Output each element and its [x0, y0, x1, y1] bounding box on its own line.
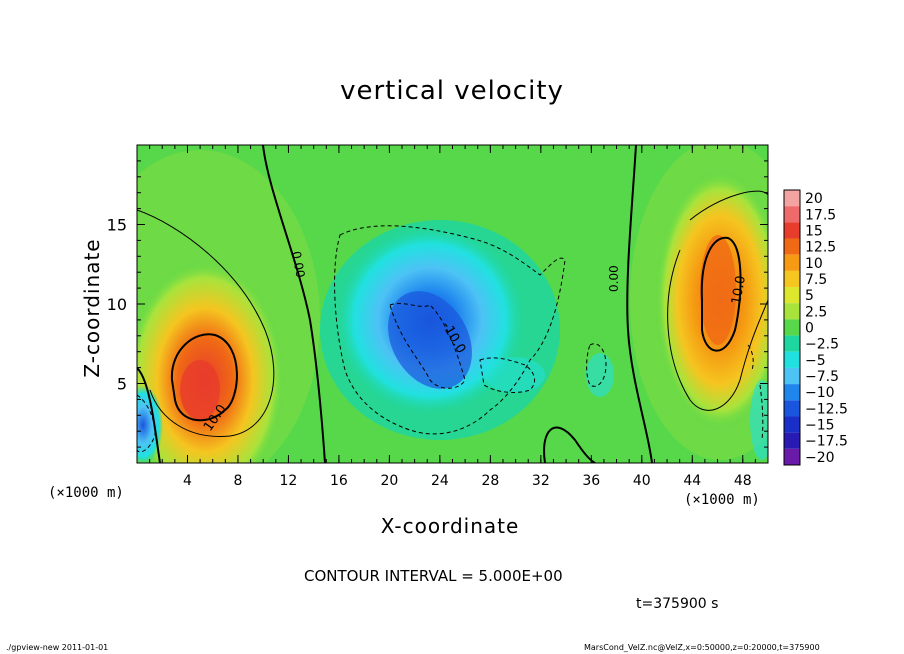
colorbar-label: 5 [805, 288, 814, 304]
x-tick-label: 12 [280, 473, 298, 489]
colorbar-label: −12.5 [805, 401, 848, 417]
contour-label: 10.0 [729, 275, 749, 306]
colorbar-swatch [784, 206, 800, 223]
colorbar-swatch [784, 319, 800, 336]
colorbar-swatch [784, 335, 800, 352]
x-tick-label: 32 [532, 473, 550, 489]
colorbar-label: −5 [805, 353, 826, 369]
x-tick-label: 28 [481, 473, 499, 489]
colorbar-swatch [784, 303, 800, 320]
footer-right: MarsCond_VelZ.nc@VelZ,x=0:50000,z=0:2000… [584, 643, 820, 652]
x-tick-label: 40 [633, 473, 651, 489]
y-tick-label: 5 [117, 375, 127, 394]
heatmap-field: 0.00 0.00 10.0 -10.0 10.0 [137, 145, 768, 463]
colorbar-label: −7.5 [805, 369, 839, 385]
colorbar: 2017.51512.5107.552.50−2.5−5−7.5−10−12.5… [783, 189, 848, 466]
x-tick-label: 24 [431, 473, 449, 489]
colorbar-label: 12.5 [805, 240, 836, 256]
colorbar-swatch [784, 416, 800, 433]
colorbar-label: 20 [805, 191, 823, 207]
colorbar-swatch [784, 351, 800, 368]
colorbar-swatch [784, 384, 800, 401]
contour-interval: CONTOUR INTERVAL = 5.000E+00 [304, 567, 563, 585]
colorbar-label: 7.5 [805, 272, 827, 288]
x-axis: 4 8 12 16 20 24 28 32 36 40 44 48 [136, 145, 769, 489]
contour-label: 0.00 [607, 265, 621, 292]
x-tick-label: 36 [582, 473, 600, 489]
y-axis-label: Z-coordinate [80, 238, 104, 378]
colorbar-label: 2.5 [805, 304, 827, 320]
colorbar-label: −10 [805, 385, 835, 401]
x-tick-label: 48 [734, 473, 752, 489]
colorbar-label: 0 [805, 321, 814, 337]
colorbar-label: −2.5 [805, 337, 839, 353]
colorbar-label: −15 [805, 418, 835, 434]
colorbar-swatch [784, 254, 800, 271]
colorbar-swatch [784, 238, 800, 255]
colorbar-swatch [784, 432, 800, 449]
x-unit-label: (×1000 m) [48, 485, 124, 501]
y-tick-label: 15 [107, 216, 127, 235]
chart-title: vertical velocity [340, 76, 564, 106]
x-tick-label: 20 [380, 473, 398, 489]
colorbar-label: 10 [805, 256, 823, 272]
colorbar-swatch [784, 367, 800, 385]
colorbar-swatch [784, 222, 800, 239]
colorbar-swatch [784, 400, 800, 417]
colorbar-swatch [784, 287, 800, 304]
y-tick-label: 10 [107, 295, 127, 314]
x-tick-label: 44 [683, 473, 701, 489]
colorbar-swatch [784, 270, 800, 288]
x-unit-label: (×1000 m) [684, 492, 760, 508]
colorbar-label: 15 [805, 223, 823, 239]
x-tick-label: 4 [183, 473, 192, 489]
time-label: t=375900 s [636, 596, 719, 612]
footer-left: ./gpview-new 2011-01-01 [6, 643, 109, 652]
contour-label: 0.00 [289, 250, 307, 279]
colorbar-swatch [784, 448, 800, 465]
colorbar-label: −20 [805, 450, 835, 466]
y-axis: 5 10 15 [107, 144, 768, 464]
colorbar-label: −17.5 [805, 434, 848, 450]
colorbar-label: 17.5 [805, 207, 836, 223]
x-tick-label: 8 [233, 473, 242, 489]
x-tick-label: 16 [330, 473, 348, 489]
x-axis-label: X-coordinate [380, 514, 520, 538]
colorbar-frame [783, 189, 801, 466]
colorbar-swatch [784, 190, 800, 207]
